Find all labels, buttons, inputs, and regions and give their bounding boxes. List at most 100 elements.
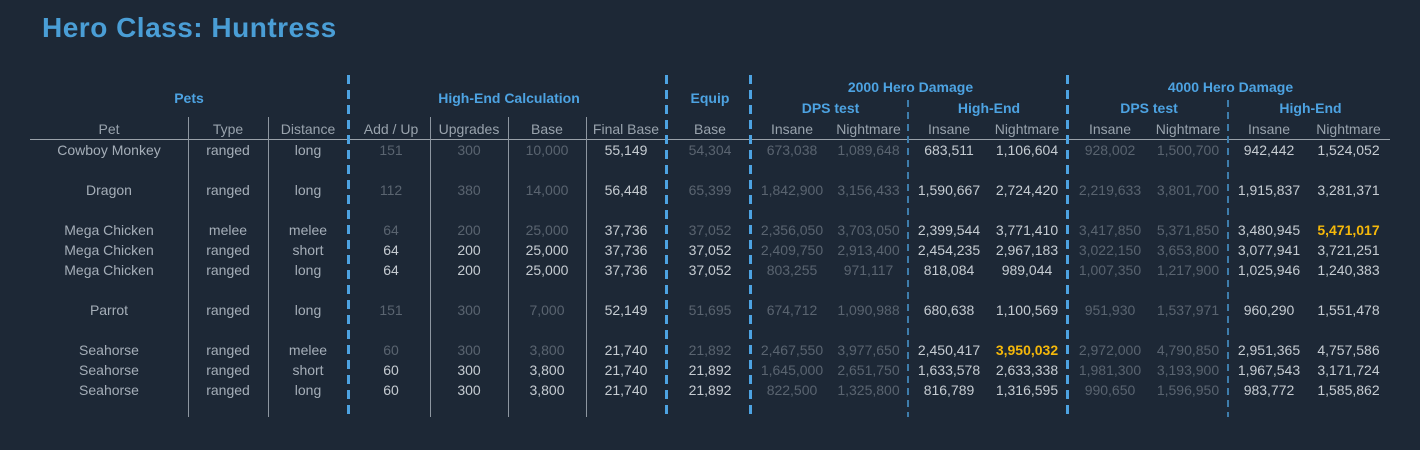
table-row: Mega Chicken ranged long 64 200 25,000 37,736 3… [30,260,1390,280]
header-underline [30,139,1390,140]
cell-dps2000-nightmare: 3,977,650 [837,342,900,358]
spacer-row [30,160,1390,180]
spacer-row [30,320,1390,340]
cell-type: ranged [206,362,250,378]
cell-base: 25,000 [525,242,569,258]
cell-equip-base: 21,892 [688,342,732,358]
cell-pet: Dragon [86,182,132,198]
cell-dps4000-insane: 928,002 [1084,142,1136,158]
cell-final-base: 21,740 [604,342,648,358]
cell-dps2000-insane: 1,645,000 [760,362,824,378]
cell-add-up: 60 [383,342,399,358]
cell-he4000-nightmare: 5,471,017 [1317,222,1380,238]
cell-dps2000-insane: 803,255 [766,262,818,278]
cell-dps4000-nightmare: 4,790,850 [1156,342,1220,358]
cell-base: 7,000 [529,302,565,318]
cell-he2000-nightmare: 2,967,183 [995,242,1059,258]
cell-upgrades: 380 [457,182,481,198]
column-header-base: Base [531,121,563,137]
table-row: Seahorse ranged long 60 300 3,800 21,740 21,892… [30,380,1390,400]
cell-upgrades: 300 [457,142,481,158]
cell-he2000-insane: 1,590,667 [917,182,981,198]
cell-he2000-insane: 680,638 [923,302,975,318]
column-header-dps2000-nightmare: Nightmare [836,121,901,137]
group-header-4000-hero-damage: 4000 Hero Damage [1167,79,1294,95]
cell-type: ranged [206,262,250,278]
cell-base: 3,800 [529,362,565,378]
cell-distance: melee [288,342,328,358]
cell-dps2000-insane: 2,356,050 [760,222,824,238]
cell-final-base: 56,448 [604,182,648,198]
column-separator [508,117,509,417]
cell-dps2000-insane: 673,038 [766,142,818,158]
column-header-he2000-insane: Insane [927,121,971,137]
cell-upgrades: 300 [457,342,481,358]
group-separator-dashed [749,75,752,417]
table-row: Seahorse ranged short 60 300 3,800 21,740 21,89… [30,360,1390,380]
column-separator [268,117,269,417]
cell-he2000-nightmare: 3,771,410 [995,222,1059,238]
cell-dps4000-nightmare: 5,371,850 [1156,222,1220,238]
column-header-dps4000-nightmare: Nightmare [1155,121,1221,137]
group-header-equip: Equip [690,90,730,106]
cell-he2000-insane: 818,084 [923,262,975,278]
cell-final-base: 55,149 [604,142,648,158]
cell-equip-base: 37,052 [688,242,732,258]
cell-add-up: 60 [383,362,399,378]
cell-dps4000-insane: 2,219,633 [1078,182,1142,198]
cell-he4000-insane: 1,915,837 [1237,182,1301,198]
spacer-row [30,200,1390,220]
subgroup-header-4000-high-end: High-End [1279,100,1342,116]
cell-upgrades: 300 [457,302,481,318]
cell-add-up: 64 [383,222,399,238]
cell-dps4000-nightmare: 1,217,900 [1156,262,1220,278]
cell-dps4000-insane: 3,417,850 [1078,222,1142,238]
cell-equip-base: 51,695 [688,302,732,318]
column-separator [586,117,587,417]
table-row: Mega Chicken melee melee 64 200 25,000 37,736 3… [30,220,1390,240]
cell-final-base: 37,736 [604,222,648,238]
group-separator-dashed [347,75,350,417]
table-row: Mega Chicken ranged short 64 200 25,000 37,736… [30,240,1390,260]
cell-dps4000-nightmare: 3,653,800 [1156,242,1220,258]
cell-type: ranged [206,182,250,198]
cell-distance: short [292,362,324,378]
cell-base: 25,000 [525,262,569,278]
column-header-dps2000-insane: Insane [770,121,814,137]
cell-he4000-nightmare: 1,524,052 [1317,142,1380,158]
cell-dps2000-nightmare: 1,089,648 [837,142,900,158]
cell-he2000-nightmare: 1,316,595 [995,382,1059,398]
cell-he2000-insane: 2,399,544 [917,222,981,238]
cell-pet: Mega Chicken [64,262,154,278]
cell-dps4000-insane: 951,930 [1084,302,1136,318]
cell-he2000-nightmare: 2,633,338 [995,362,1059,378]
cell-type: melee [208,222,248,238]
subgroup-separator-dashed [907,100,909,417]
cell-dps2000-insane: 2,409,750 [760,242,824,258]
cell-pet: Seahorse [79,362,139,378]
cell-base: 3,800 [529,382,565,398]
column-header-row: Pet Type Distance Add / Up Upgrades Base Final… [30,121,1390,138]
cell-equip-base: 65,399 [688,182,732,198]
cell-equip-base: 21,892 [688,382,732,398]
cell-dps4000-insane: 2,972,000 [1078,342,1142,358]
cell-final-base: 21,740 [604,382,648,398]
cell-pet: Mega Chicken [64,242,154,258]
column-header-he4000-nightmare: Nightmare [1316,121,1381,137]
cell-dps4000-insane: 3,022,150 [1078,242,1142,258]
cell-type: ranged [206,342,250,358]
cell-he4000-insane: 983,772 [1243,382,1295,398]
column-header-type: Type [212,121,244,137]
cell-he4000-nightmare: 1,551,478 [1317,302,1380,318]
cell-dps2000-nightmare: 971,117 [843,262,894,278]
cell-final-base: 37,736 [604,242,648,258]
cell-equip-base: 37,052 [688,262,732,278]
cell-final-base: 52,149 [604,302,648,318]
cell-pet: Seahorse [79,342,139,358]
cell-pet: Cowboy Monkey [57,142,161,158]
cell-pet: Seahorse [79,382,139,398]
cell-upgrades: 200 [457,242,481,258]
column-separator [188,117,189,417]
cell-type: ranged [206,302,250,318]
cell-distance: long [294,262,322,278]
